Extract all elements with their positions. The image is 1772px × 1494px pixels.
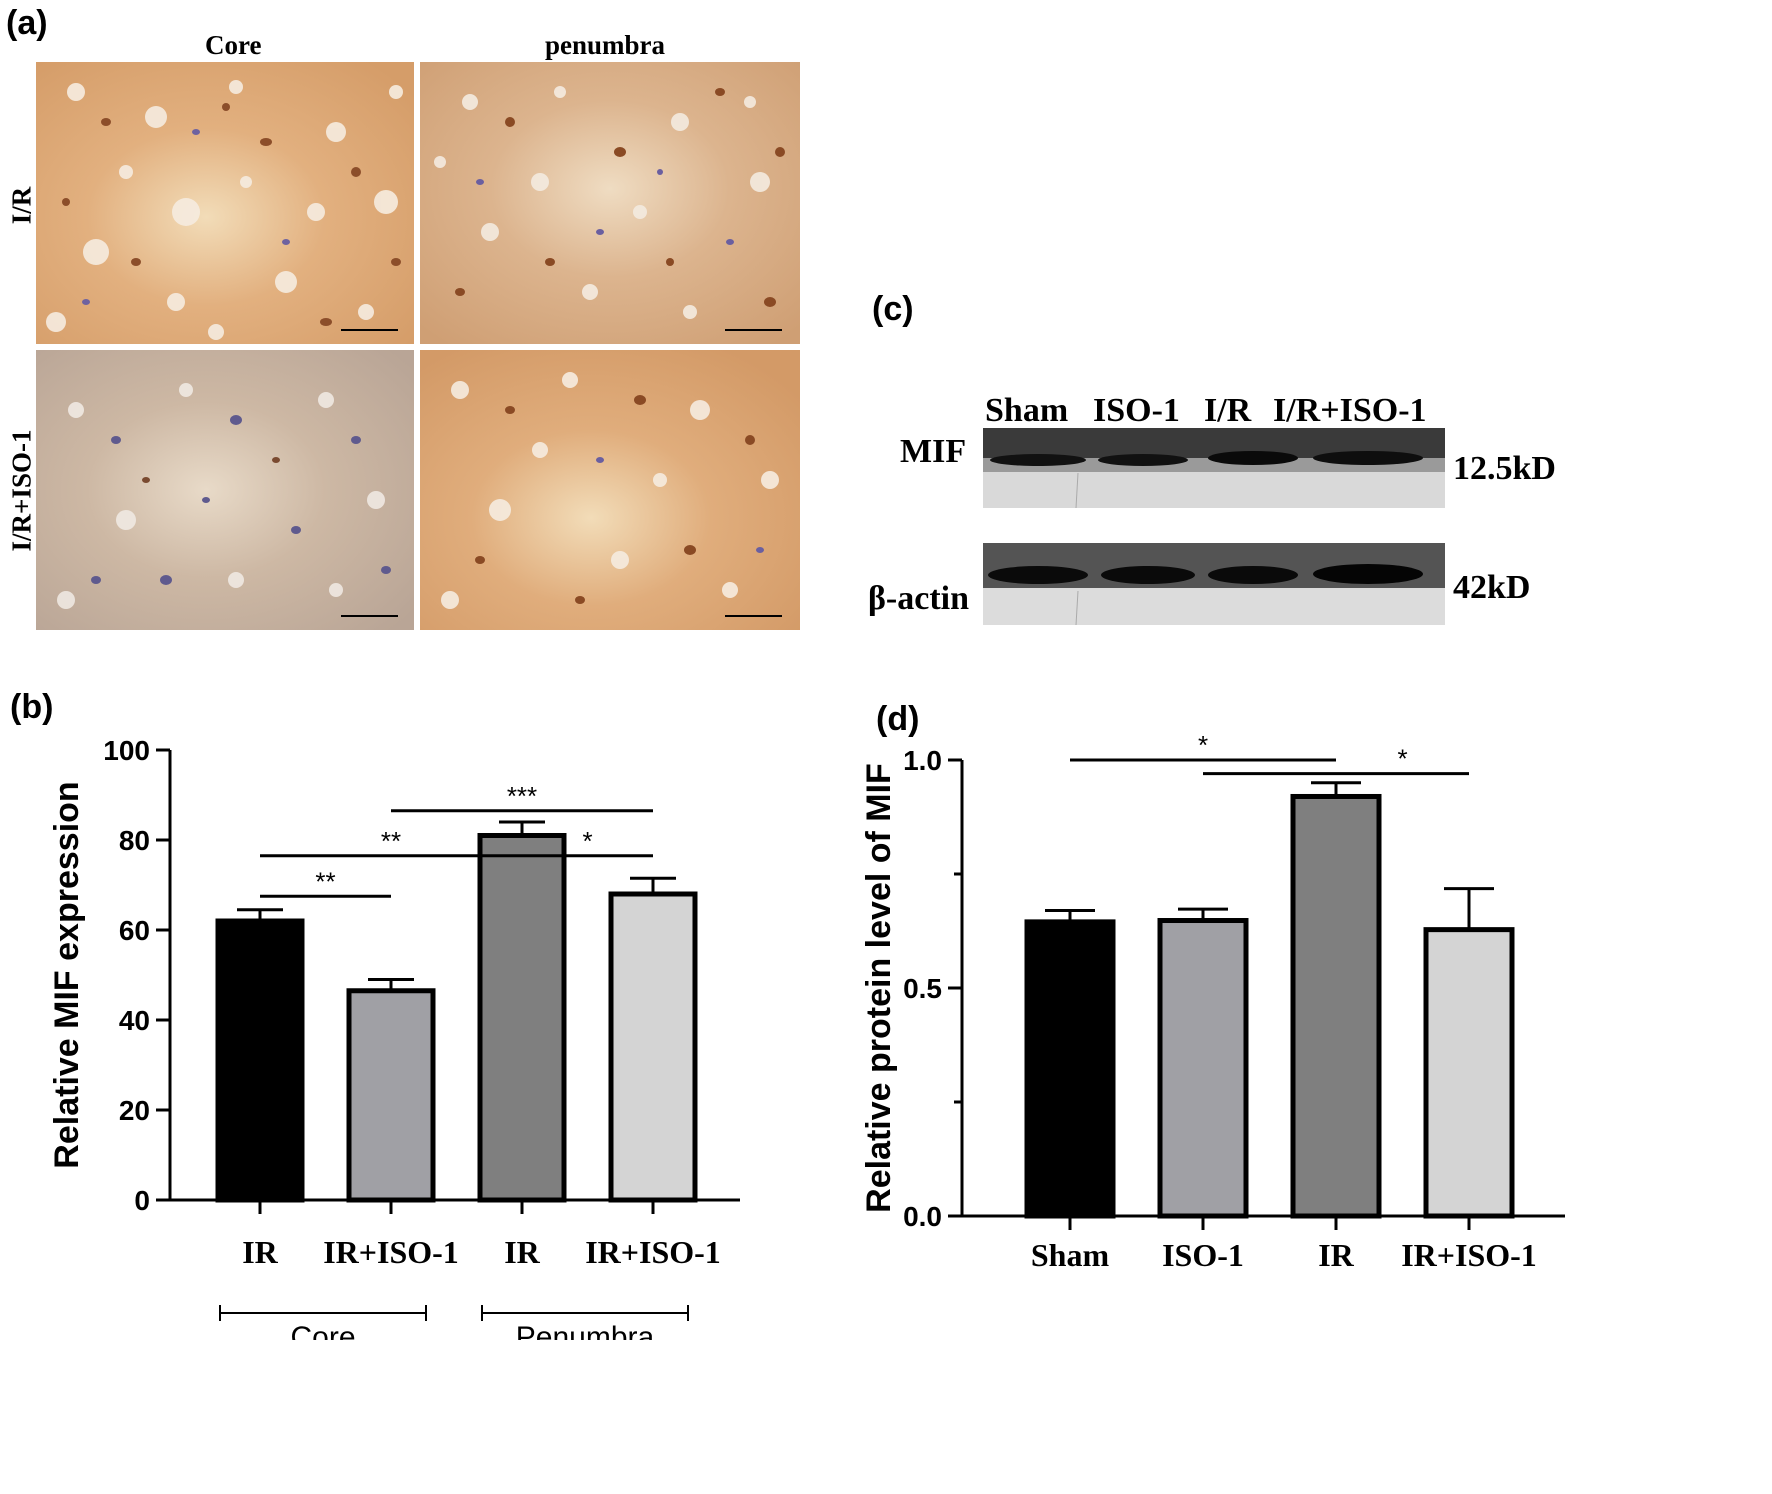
x-tick-label: IR+ISO-1 — [585, 1234, 721, 1270]
size-label-mif: 12.5kD — [1453, 450, 1556, 487]
y-tick-label: 1.0 — [903, 745, 942, 776]
y-tick-label: 0 — [134, 1185, 150, 1216]
lane-label-ir: I/R — [1204, 392, 1252, 429]
significance-label: * — [582, 826, 592, 856]
y-tick-label: 100 — [103, 735, 150, 766]
y-axis-label: Relative MIF expression — [48, 781, 86, 1168]
micrograph-ir-iso1-core — [36, 350, 414, 630]
panel-a-label: (a) — [6, 4, 48, 42]
x-tick-label: IR+ISO-1 — [323, 1234, 459, 1270]
bar — [608, 891, 698, 1203]
group-label: Penumbra — [516, 1321, 655, 1340]
row-header-ir: I/R — [6, 186, 37, 224]
col-header-core: Core — [205, 30, 262, 60]
significance-label: ** — [315, 866, 335, 896]
blot-beta-actin — [983, 543, 1445, 625]
bar — [346, 988, 436, 1203]
bar — [1423, 927, 1515, 1219]
lane-label-iso1: ISO-1 — [1093, 392, 1180, 429]
panel-d-label: (d) — [876, 700, 920, 738]
bar — [1157, 918, 1249, 1219]
col-header-penumbra: penumbra — [545, 30, 666, 60]
chart-b: 0 20 40 60 80 100 Relative MIF expression IR IR+… — [48, 735, 740, 1340]
y-tick-label: 0.0 — [903, 1201, 942, 1232]
blot-mif — [983, 428, 1445, 508]
x-tick-label: Sham — [1031, 1237, 1110, 1273]
y-tick-label: 40 — [119, 1005, 150, 1036]
bar — [1024, 919, 1116, 1219]
lane-label-ir-iso1: I/R+ISO-1 — [1273, 392, 1427, 429]
size-label-actin: 42kD — [1453, 569, 1531, 606]
x-tick-label: ISO-1 — [1162, 1237, 1244, 1273]
micrograph-ir-core — [36, 62, 414, 344]
lane-label-sham: Sham — [985, 392, 1069, 429]
micrograph-ir-penumbra — [420, 62, 800, 344]
protein-label-actin: β-actin — [868, 580, 970, 617]
y-axis-label: Relative protein level of MIF — [860, 763, 898, 1213]
significance-label: ** — [381, 826, 401, 856]
significance-label: * — [1198, 730, 1208, 760]
bar — [215, 918, 305, 1203]
significance-label: *** — [507, 781, 537, 811]
protein-label-mif: MIF — [900, 433, 967, 470]
bar — [477, 833, 567, 1203]
micrograph-ir-iso1-penumbra — [420, 350, 800, 630]
x-tick-label: IR+ISO-1 — [1401, 1237, 1537, 1273]
y-tick-label: 0.5 — [903, 973, 942, 1004]
panel-c-label: (c) — [872, 290, 914, 328]
row-header-ir-iso1: I/R+ISO-1 — [6, 429, 37, 551]
y-tick-label: 60 — [119, 915, 150, 946]
group-label: Core — [290, 1321, 355, 1340]
x-tick-label: IR — [504, 1234, 540, 1270]
y-tick-label: 20 — [119, 1095, 150, 1126]
x-tick-label: IR — [242, 1234, 278, 1270]
panel-b-label: (b) — [10, 688, 54, 726]
significance-label: * — [1397, 744, 1407, 774]
bar — [1290, 793, 1382, 1219]
y-tick-label: 80 — [119, 825, 150, 856]
x-tick-label: IR — [1318, 1237, 1354, 1273]
